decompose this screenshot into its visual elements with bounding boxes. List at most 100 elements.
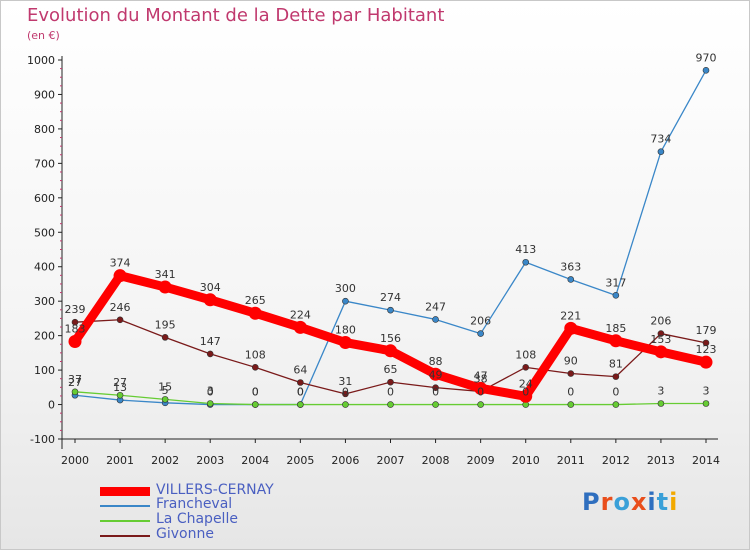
x-tick-label: 2007: [377, 454, 405, 467]
data-label: 195: [155, 318, 176, 331]
data-label: 147: [200, 335, 221, 348]
legend-swatch: [100, 520, 150, 522]
data-point: [161, 396, 169, 403]
data-point: [384, 344, 397, 358]
data-label: 5: [162, 384, 169, 397]
data-point: [248, 306, 262, 320]
data-label: 88: [429, 355, 443, 368]
data-point: [251, 364, 259, 371]
logo-letter: i: [647, 488, 657, 516]
legend-label: Givonne: [156, 526, 214, 542]
logo-letter: o: [613, 488, 631, 516]
data-label: 90: [564, 355, 578, 368]
data-point: [564, 321, 578, 335]
x-tick-label: 2000: [61, 454, 89, 467]
data-label: 81: [609, 358, 623, 371]
data-point: [567, 401, 575, 408]
logo-letter: P: [582, 488, 601, 516]
x-tick-label: 2005: [286, 454, 314, 467]
x-tick-label: 2001: [106, 454, 134, 467]
y-tick-label: 800: [34, 123, 55, 136]
data-label: 0: [522, 386, 529, 399]
data-label: 0: [297, 386, 304, 399]
data-label: 64: [293, 363, 307, 376]
data-label: 185: [605, 322, 626, 335]
data-label: 304: [200, 281, 221, 294]
data-label: 300: [335, 282, 356, 295]
series-villers-cernay: [68, 269, 713, 403]
data-label: 0: [477, 386, 484, 399]
data-point: [657, 400, 665, 407]
data-label: 179: [696, 324, 717, 337]
y-tick-label: 100: [34, 364, 55, 377]
x-tick-label: 2008: [422, 454, 450, 467]
data-label: 31: [338, 375, 352, 388]
data-label: 206: [470, 315, 491, 328]
data-label: 221: [560, 309, 581, 322]
data-point: [342, 297, 349, 305]
data-point: [699, 355, 713, 369]
data-label: 47: [474, 369, 488, 382]
data-label: 153: [650, 333, 671, 346]
data-point: [654, 345, 668, 359]
data-point: [522, 258, 530, 266]
data-label: 183: [65, 322, 86, 335]
data-label: 374: [110, 257, 131, 270]
data-point: [158, 280, 172, 294]
data-point: [702, 339, 710, 347]
legend-swatch: [100, 535, 150, 537]
data-point: [432, 384, 439, 391]
y-tick-label: 1000: [27, 54, 55, 67]
data-point: [612, 401, 620, 408]
data-point: [702, 67, 710, 74]
data-label: 734: [650, 133, 671, 146]
data-label: 37: [68, 373, 82, 386]
logo-letter: i: [669, 488, 679, 516]
data-label: 0: [567, 386, 574, 399]
data-label: 27: [68, 376, 82, 389]
data-label: 24: [519, 377, 533, 390]
data-label: 123: [696, 343, 717, 356]
data-label: 108: [515, 348, 536, 361]
data-point: [657, 148, 665, 155]
legend-swatch: [100, 505, 150, 507]
data-point: [429, 367, 443, 381]
data-point: [297, 379, 304, 386]
data-label: 65: [384, 363, 398, 376]
data-label: 3: [207, 385, 214, 398]
data-label: 265: [245, 294, 266, 307]
x-tick-label: 2009: [467, 454, 495, 467]
data-point: [342, 390, 349, 398]
data-label: 317: [605, 276, 626, 289]
x-tick-label: 2010: [512, 454, 540, 467]
data-point: [567, 370, 575, 377]
data-point: [474, 381, 488, 395]
data-point: [612, 373, 620, 380]
legend-label: La Chapelle: [156, 511, 238, 527]
y-tick-label: 400: [34, 261, 55, 274]
series-givonne: [71, 316, 710, 398]
data-point: [293, 320, 307, 334]
data-label: 0: [252, 386, 259, 399]
data-point: [251, 401, 259, 408]
data-point: [297, 401, 304, 408]
data-label: 0: [432, 386, 439, 399]
data-point: [342, 401, 349, 408]
data-point: [387, 378, 394, 386]
y-tick-label: 300: [34, 295, 55, 308]
x-tick-label: 2011: [557, 454, 585, 467]
data-point: [612, 292, 620, 299]
data-point: [113, 269, 127, 283]
data-label: 239: [65, 303, 86, 316]
data-label: 0: [342, 386, 349, 399]
data-label: 3: [703, 385, 710, 398]
data-point: [702, 400, 710, 407]
data-label: 274: [380, 291, 401, 304]
data-label: 27: [113, 376, 127, 389]
data-point: [567, 276, 575, 283]
data-point: [116, 391, 124, 399]
y-tick-label: 200: [34, 330, 55, 343]
data-point: [116, 316, 124, 324]
data-point: [477, 401, 484, 408]
